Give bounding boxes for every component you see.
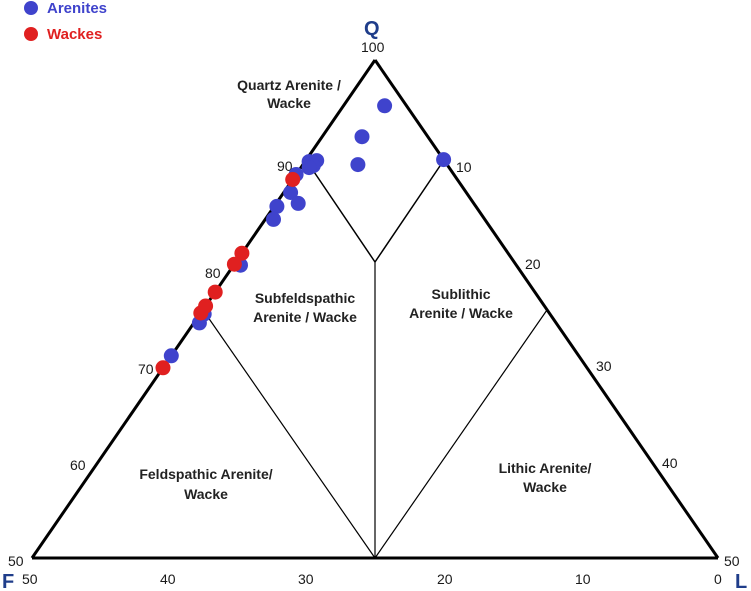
point-wackes-6	[193, 305, 209, 321]
series-wackes	[155, 172, 301, 376]
tick-q-60: 60	[70, 457, 86, 473]
apex-f-label: F	[2, 571, 14, 591]
feldspathic-boundary	[202, 309, 376, 559]
legend-marker-wackes	[24, 27, 38, 41]
field-label-feldspathic-2: Wacke	[184, 486, 228, 502]
apex-l-label: L	[735, 571, 747, 591]
legend-item-arenites: Arenites	[24, 0, 107, 17]
tick-bottom-30: 30	[298, 571, 314, 587]
q90-boundary-left	[305, 159, 376, 263]
legend-item-wackes: Wackes	[24, 26, 102, 43]
tick-bottom-0: 0	[714, 571, 722, 587]
tick-q-100: 100	[361, 39, 385, 55]
right-edge	[373, 59, 720, 559]
field-label-quartz-arenite-1: Quartz Arenite /	[237, 77, 341, 93]
tick-l-10: 10	[456, 159, 472, 175]
tick-bottom-10: 10	[575, 571, 591, 587]
apex-q-label: Q	[364, 18, 380, 40]
q-axis-ticks: 100 90 80 70 60 50	[8, 39, 385, 569]
data-points	[155, 98, 452, 376]
tick-l-20: 20	[525, 256, 541, 272]
point-arenites-12	[269, 198, 285, 214]
point-arenites-4	[350, 157, 366, 173]
tick-l-30: 30	[596, 358, 612, 374]
legend-label-wackes: Wackes	[47, 26, 102, 43]
bottom-axis-ticks: 50 40 30 20 10 0	[22, 571, 722, 587]
tick-bottom-50: 50	[22, 571, 38, 587]
point-arenites-8	[301, 160, 317, 176]
field-label-sublithic-1: Sublithic	[431, 286, 490, 302]
point-arenites-10	[283, 185, 299, 200]
point-wackes-7	[155, 360, 171, 376]
tick-q-90: 90	[277, 158, 293, 174]
field-label-sublithic-2: Arenite / Wacke	[409, 305, 513, 321]
field-label-subfeldspathic-2: Arenite / Wacke	[253, 309, 357, 325]
point-wackes-4	[207, 284, 223, 300]
point-arenites-3	[436, 152, 452, 168]
series-arenites	[163, 98, 452, 364]
field-label-quartz-arenite-2: Wacke	[267, 95, 311, 111]
point-arenites-11	[290, 195, 306, 211]
tick-l-40: 40	[662, 455, 678, 471]
lithic-boundary	[374, 309, 548, 559]
l-axis-ticks: 10 20 30 40 50	[456, 159, 740, 569]
legend: Arenites Wackes	[24, 0, 107, 43]
field-label-subfeldspathic-1: Subfeldspathic	[255, 290, 356, 306]
point-arenites-1	[377, 98, 393, 114]
field-label-feldspathic-1: Feldspathic Arenite/	[139, 466, 272, 482]
field-label-lithic-1: Lithic Arenite/	[499, 460, 592, 476]
field-label-lithic-2: Wacke	[523, 479, 567, 495]
legend-label-arenites: Arenites	[47, 0, 107, 17]
field-labels: Quartz Arenite / Wacke Subfeldspathic Ar…	[139, 77, 591, 502]
point-arenites-17	[163, 348, 179, 364]
tick-bottom-20: 20	[437, 571, 453, 587]
tick-q-50: 50	[8, 553, 24, 569]
tick-bottom-40: 40	[160, 571, 176, 587]
point-wackes-2	[234, 245, 250, 261]
diagram-frame	[30, 59, 720, 560]
point-wackes-3	[226, 256, 242, 272]
tick-q-70: 70	[138, 361, 154, 377]
point-arenites-13	[266, 211, 281, 227]
point-wackes-1	[285, 172, 301, 187]
tick-q-80: 80	[205, 265, 221, 281]
q90-boundary-right	[374, 159, 445, 263]
point-arenites-2	[354, 129, 370, 145]
tick-l-50: 50	[724, 553, 740, 569]
legend-marker-arenites	[24, 1, 38, 15]
